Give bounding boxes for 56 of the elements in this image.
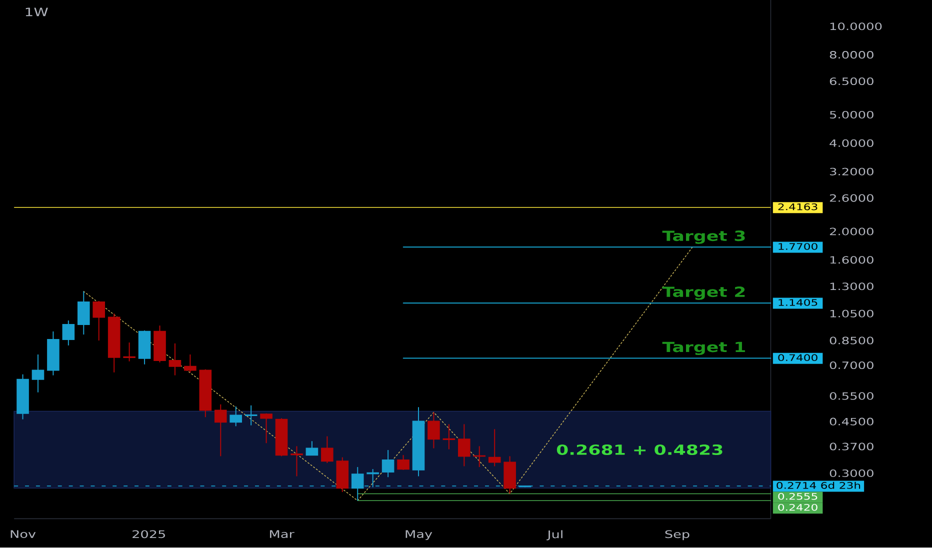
y-tick-label: 2.6000	[830, 194, 874, 202]
annotation: 0.2681 + 0.4823	[556, 444, 722, 456]
y-tick-label: 0.8500	[830, 336, 874, 345]
data-label: 1.7700	[778, 243, 818, 250]
data-label: 0.2420	[778, 504, 818, 511]
y-tick-label: 1.3000	[830, 282, 874, 290]
annotation: Target 2	[662, 286, 745, 300]
x-tick-label: May	[406, 530, 432, 540]
candlestick	[382, 450, 394, 478]
candlestick	[397, 454, 410, 471]
candlestick	[306, 440, 318, 456]
y-tick-label: 2.0000	[830, 228, 874, 236]
candlestick	[428, 412, 440, 449]
x-tick-label: Mar	[270, 530, 294, 538]
candlestick	[168, 343, 182, 376]
candlestick	[230, 406, 242, 427]
y-tick-label: 3.2000	[830, 168, 874, 176]
y-tick-label: 0.3700	[830, 442, 874, 450]
data-label: 1.1405	[778, 299, 818, 306]
candlestick	[92, 300, 106, 342]
candlestick	[244, 405, 258, 426]
ref-line-label: 2.4163	[778, 204, 818, 210]
candlestick	[77, 291, 90, 336]
y-tick-label: 8.0000	[830, 51, 874, 59]
x-tick-label: Jul	[546, 530, 562, 540]
y-tick-label: 1.0500	[830, 310, 874, 318]
y-tick-label: 0.4500	[830, 418, 874, 426]
data-label: 0.2555	[778, 493, 818, 500]
candlestick	[32, 354, 44, 394]
candlestick	[214, 404, 227, 457]
y-tick-label: 1.6000	[830, 256, 874, 264]
candlestick	[442, 424, 456, 450]
candlestick	[458, 424, 470, 467]
y-tick-label: 0.5500	[830, 392, 874, 400]
candlestick	[488, 428, 501, 467]
x-tick-label: 2025	[132, 530, 165, 538]
candlestick	[290, 446, 303, 477]
text: 1W	[26, 8, 48, 16]
candlestick	[260, 413, 272, 444]
y-tick-label: 6.5000	[830, 78, 874, 86]
candlestick	[184, 354, 196, 374]
candlestick	[321, 436, 334, 464]
y-tick-label: 10.0000	[830, 22, 882, 30]
data-label: 0.7400	[778, 354, 818, 362]
y-tick-label: 0.7000	[830, 362, 874, 370]
x-tick-label: Sep	[665, 530, 690, 540]
annotation: Target 1	[662, 342, 745, 356]
x-tick-label: Nov	[10, 530, 36, 538]
candlestick	[351, 466, 364, 502]
ref-line-label: 0.2714 6d 23h	[776, 482, 860, 490]
candlestick	[62, 320, 75, 346]
y-tick-label: 5.0000	[830, 111, 874, 119]
y-tick-label: 0.3000	[830, 470, 874, 478]
candlestick	[123, 342, 136, 362]
y-tick-label: 4.0000	[830, 140, 874, 148]
annotation: Target 3	[662, 230, 745, 244]
